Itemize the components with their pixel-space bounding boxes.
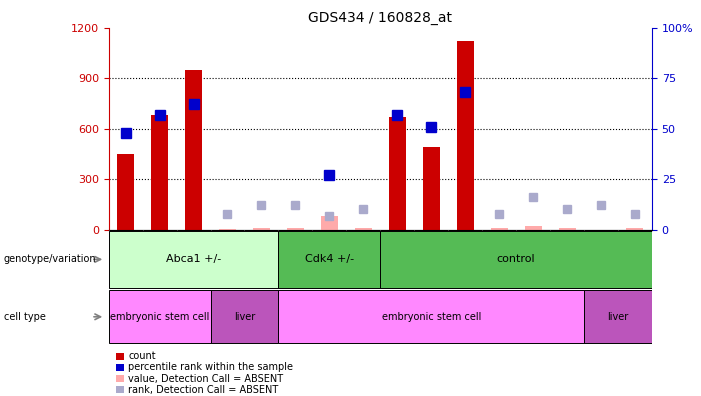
Bar [116, 364, 124, 371]
Text: GSM9270: GSM9270 [155, 230, 165, 276]
Bar [219, 229, 236, 230]
Text: GSM9281: GSM9281 [596, 230, 606, 276]
Bar [109, 231, 278, 288]
Bar [355, 228, 372, 230]
Text: value, Detection Call = ABSENT: value, Detection Call = ABSENT [128, 373, 283, 384]
Text: GSM9269: GSM9269 [121, 230, 130, 276]
Bar [116, 353, 124, 360]
Bar [389, 117, 406, 230]
Text: genotype/variation: genotype/variation [4, 254, 96, 265]
Bar [321, 216, 338, 230]
Text: GSM9277: GSM9277 [562, 230, 572, 277]
Bar [287, 228, 304, 230]
Text: GSM9273: GSM9273 [426, 230, 436, 276]
Text: embryonic stem cell: embryonic stem cell [381, 312, 481, 322]
Bar [278, 290, 584, 343]
Text: GSM9279: GSM9279 [325, 230, 334, 276]
Text: Abca1 +/-: Abca1 +/- [166, 254, 222, 265]
Text: GSM9283: GSM9283 [222, 230, 233, 276]
Text: GSM9284: GSM9284 [257, 230, 266, 276]
Bar [524, 226, 542, 230]
Bar [381, 231, 652, 288]
Text: GSM9282: GSM9282 [630, 230, 640, 276]
Bar [491, 228, 508, 230]
Bar [423, 147, 440, 230]
Text: control: control [497, 254, 536, 265]
Text: GSM9278: GSM9278 [290, 230, 301, 276]
Text: liver: liver [234, 312, 255, 322]
Bar [117, 154, 134, 230]
Bar [210, 290, 278, 343]
Bar [584, 290, 652, 343]
Text: embryonic stem cell: embryonic stem cell [110, 312, 210, 322]
Bar [116, 375, 124, 382]
Text: percentile rank within the sample: percentile rank within the sample [128, 362, 293, 373]
Bar [253, 228, 270, 230]
Bar [627, 228, 644, 230]
Text: liver: liver [607, 312, 629, 322]
Bar [151, 115, 168, 230]
Text: GSM9272: GSM9272 [393, 230, 402, 277]
Title: GDS434 / 160828_at: GDS434 / 160828_at [308, 11, 452, 25]
Bar [109, 290, 210, 343]
Text: GSM9276: GSM9276 [528, 230, 538, 276]
Bar [185, 70, 202, 230]
Text: cell type: cell type [4, 312, 46, 322]
Bar [559, 228, 576, 230]
Text: GSM9275: GSM9275 [494, 230, 504, 277]
Text: Cdk4 +/-: Cdk4 +/- [305, 254, 354, 265]
Bar [116, 386, 124, 393]
Text: GSM9274: GSM9274 [460, 230, 470, 276]
Text: count: count [128, 351, 156, 362]
Bar [278, 231, 381, 288]
Text: GSM9280: GSM9280 [358, 230, 368, 276]
Bar [456, 41, 474, 230]
Text: GSM9271: GSM9271 [189, 230, 198, 276]
Text: rank, Detection Call = ABSENT: rank, Detection Call = ABSENT [128, 385, 278, 395]
